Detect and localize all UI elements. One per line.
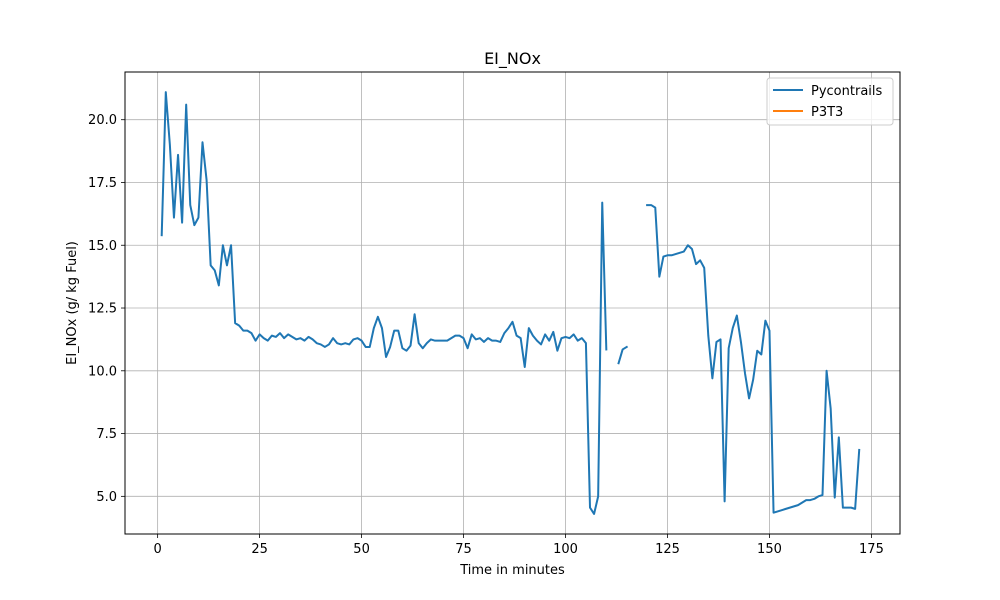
series-line-pycontrails-segment-0 <box>160 91 608 515</box>
legend-label-pycontrails: Pycontrails <box>811 84 883 99</box>
axes-frame <box>124 71 901 535</box>
legend-label-p3t3: P3T3 <box>811 105 843 120</box>
x-axis-ticks: 0 25 50 75 100 125 150 175 <box>153 534 884 557</box>
x-tick-label: 75 <box>455 542 472 557</box>
y-tick-label: 10.0 <box>88 364 117 379</box>
series-line-pycontrails-segment-1 <box>617 345 629 365</box>
x-tick-label: 0 <box>153 542 161 557</box>
y-tick-label: 12.5 <box>88 302 117 317</box>
y-tick-label: 15.0 <box>88 239 117 254</box>
y-tick-label: 5.0 <box>96 490 117 505</box>
x-tick-label: 150 <box>757 542 782 557</box>
y-tick-label: 17.5 <box>88 176 117 191</box>
y-tick-label: 7.5 <box>96 427 117 442</box>
legend: Pycontrails P3T3 <box>766 77 894 126</box>
x-tick-label: 125 <box>655 542 680 557</box>
x-tick-label: 175 <box>859 542 884 557</box>
chart-title: EI_NOx <box>484 49 541 69</box>
y-axis-label: EI_NOx (g/ kg Fuel) <box>65 241 80 365</box>
plot-lines <box>160 91 861 515</box>
x-axis-label: Time in minutes <box>459 563 565 578</box>
x-tick-label: 100 <box>553 542 578 557</box>
x-tick-label: 25 <box>251 542 268 557</box>
x-tick-label: 50 <box>353 542 370 557</box>
y-tick-label: 20.0 <box>88 113 117 128</box>
series-line-pycontrails-segment-2 <box>646 204 861 514</box>
y-axis-ticks: 5.0 7.5 10.0 12.5 15.0 17.5 20.0 <box>88 113 125 505</box>
